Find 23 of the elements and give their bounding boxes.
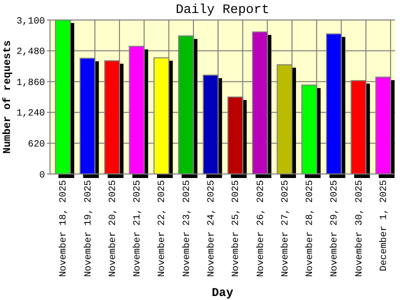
y-tick-label: 1,860 [16, 76, 46, 88]
x-tick-label: November 21, 2025 [132, 180, 143, 277]
x-tick-label: November 19, 2025 [82, 180, 94, 277]
x-tick-label: December 1, 2025 [378, 180, 390, 272]
y-axis-title: Number of requests [2, 40, 14, 154]
x-tick-label: November 20, 2025 [106, 180, 118, 277]
x-tick-label: November 29, 2025 [328, 180, 340, 277]
y-tick-label: 3,100 [16, 15, 46, 26]
x-tick-label: November 30, 2025 [353, 180, 364, 277]
x-tick-label: November 23, 2025 [180, 180, 192, 277]
x-tick-label: November 18, 2025 [58, 180, 69, 277]
x-tick-label: November 26, 2025 [254, 180, 266, 277]
y-tick-label: 0 [39, 169, 46, 180]
y-tick-label: 620 [28, 138, 46, 150]
x-tick-label: November 27, 2025 [279, 180, 290, 277]
x-tick-label: November 25, 2025 [230, 180, 242, 277]
x-tick-label: November 28, 2025 [304, 180, 316, 277]
y-tick-label: 2,480 [16, 46, 46, 58]
x-tick-label: November 24, 2025 [206, 180, 217, 277]
x-tick-label: November 22, 2025 [156, 180, 168, 277]
x-axis-title: Day [212, 286, 234, 300]
chart-title: Daily Report [176, 2, 270, 17]
y-tick-label: 1,240 [16, 108, 46, 119]
